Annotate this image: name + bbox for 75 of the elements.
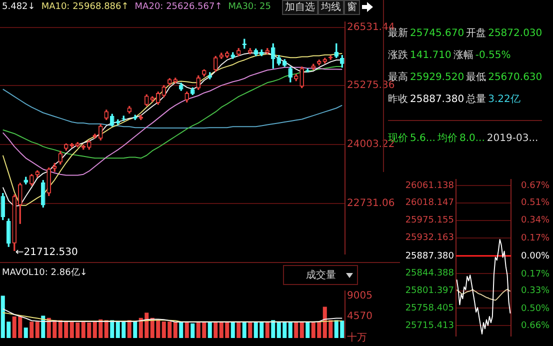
bar [271,320,276,338]
y2-tick-label: 0.50% [521,304,550,314]
bar [173,322,178,338]
y-tick-label: 十万 [347,332,367,344]
bar [288,322,292,338]
bar [230,322,235,338]
bar [306,322,310,338]
bar [179,322,184,338]
y2-tick-label: 0.51% [521,198,550,208]
text: MAVOL10: 2.86亿↓ [2,267,88,279]
bar [41,316,46,338]
text: 总量 [466,92,486,106]
y2-tick-label: 0.66% [521,320,550,331]
bar [242,322,246,338]
y2-tick-label: 0.34% [521,216,550,226]
y2-tick-label: 0.17% [521,269,550,280]
bar [24,328,28,338]
bar [208,322,212,338]
text: -0.55% [475,50,511,60]
text: MA20: 25626.567↑ [134,2,222,12]
text: 25745.670 [410,28,464,38]
text: 涨跌 [388,48,408,62]
bar [248,322,252,338]
text: 最高 [388,70,408,83]
y-tick-label: 25801.397 [405,286,454,296]
bar [236,322,241,338]
text: MA30: 25 [228,2,272,12]
text: 加自选 [282,0,318,15]
y-tick-label: 25932.163 [405,233,454,244]
text: MA10: 25968.886↑ [41,2,129,12]
bar [214,322,218,338]
bar [127,320,132,338]
y-tick-label: 4570 [347,311,372,322]
text: 窗 [344,0,360,15]
y-tick-label: 25758.405 [405,304,454,314]
bar [294,322,298,338]
y-tick-label: 25275.36 [347,80,395,92]
y2-tick-label: 0.00% [521,251,550,262]
text: 3.22亿 [488,93,520,106]
text: 5.6... [410,132,436,144]
text: 最低 [466,71,486,84]
text: 25872.030 [488,28,542,38]
bar [30,322,34,338]
text: 2019-03... [486,132,538,144]
bar [265,322,270,338]
bar [35,322,40,338]
y-tick-label: 25975.155 [405,216,454,226]
bar [190,323,195,338]
y-tick-label: 26061.138 [405,180,454,191]
y-tick-label: 9005 [347,290,372,302]
annotation: ←21712.530 [15,247,78,258]
text: 成交量 [306,268,336,282]
y-tick-label: 25715.413 [405,321,454,332]
y-tick-label: 22731.06 [347,198,395,210]
y-tick-label: 25844.388 [405,268,454,279]
text: 均线 [318,0,344,15]
y2-tick-label: 0.67% [521,181,550,192]
text: 开盘 [466,27,486,40]
bar [184,322,189,338]
text: 5.482↓ [2,2,36,12]
text: 8.0... [459,132,485,144]
text: 141.710 [410,50,452,60]
text: 涨幅 [453,48,474,62]
y-tick-label: 25887.380 [405,251,454,262]
bar [133,322,138,338]
bar [104,320,108,338]
text: 25929.520 [410,72,464,82]
bar [300,322,304,338]
y2-tick-label: 0.33% [521,286,550,296]
y-tick-label: 26018.147 [405,198,454,208]
y2-tick-label: 0.17% [521,234,550,244]
text: 25670.630 [488,72,542,82]
bar [110,320,114,338]
text: 均价 [437,132,458,145]
text: 昨收 [388,93,408,106]
